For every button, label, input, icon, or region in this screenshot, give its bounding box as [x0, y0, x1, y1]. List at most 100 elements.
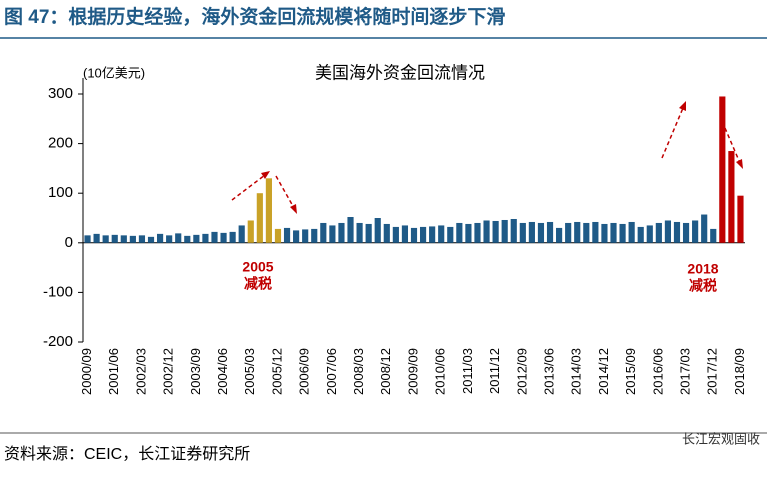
bar — [392, 226, 399, 243]
bar — [93, 233, 100, 243]
bar — [256, 193, 263, 243]
x-tick-label: 2003/09 — [188, 348, 203, 395]
bar — [202, 233, 209, 243]
bar — [147, 236, 155, 243]
x-tick-label: 2009/09 — [405, 348, 420, 395]
bar — [274, 228, 282, 243]
x-tick-label: 2018/09 — [732, 348, 747, 395]
bar — [84, 235, 91, 243]
x-tick-label: 2006/09 — [297, 348, 312, 395]
bar — [737, 195, 744, 243]
bar — [664, 220, 672, 243]
bar — [728, 151, 735, 243]
chart-title: 美国海外资金回流情况 — [315, 63, 485, 82]
bar — [574, 221, 581, 243]
bar — [220, 232, 227, 243]
bar — [293, 230, 300, 243]
bar — [565, 222, 572, 243]
bar — [356, 222, 363, 243]
bar — [628, 221, 635, 243]
bar — [510, 218, 517, 243]
bar — [175, 233, 182, 243]
bar — [682, 222, 690, 243]
x-tick-label: 2017/03 — [677, 348, 692, 395]
page-title: 图 47：根据历史经验，海外资金回流规模将随时间逐步下滑 — [4, 5, 505, 28]
bar — [283, 227, 291, 243]
x-tick-label: 2012/09 — [514, 348, 529, 395]
bar — [474, 222, 481, 243]
annotation: 2018 — [687, 261, 718, 277]
bar — [320, 222, 327, 243]
x-tick-label: 2015/09 — [623, 348, 638, 395]
bar — [710, 228, 717, 243]
arrows — [231, 107, 741, 209]
bar — [102, 235, 109, 243]
x-tick-label: 2001/06 — [106, 348, 121, 395]
annotation: 减税 — [244, 276, 272, 292]
bar — [583, 222, 590, 243]
x-tick-label: 2014/03 — [569, 348, 584, 395]
x-tick-label: 2005/03 — [242, 348, 257, 395]
x-tick-label: 2017/12 — [705, 348, 720, 395]
x-tick-label: 2005/12 — [269, 348, 284, 395]
bar — [701, 214, 708, 243]
bar — [465, 223, 472, 243]
bar — [438, 225, 445, 243]
bar — [719, 96, 726, 243]
bar — [365, 223, 372, 243]
x-tick-label: 2011/12 — [487, 348, 502, 394]
bar — [519, 222, 526, 243]
bar — [265, 178, 272, 243]
x-tick-label: 2013/06 — [541, 348, 556, 395]
bar — [166, 235, 173, 243]
bar — [229, 231, 236, 243]
bar — [537, 222, 545, 243]
bar — [302, 229, 309, 243]
y-tick-label: -100 — [43, 283, 73, 300]
x-tick-label: 2010/06 — [433, 348, 448, 395]
bar — [211, 231, 218, 243]
bar — [410, 227, 418, 243]
bar — [419, 226, 427, 243]
bar — [383, 223, 390, 243]
bar — [673, 221, 681, 243]
x-tick-label: 2008/03 — [351, 348, 366, 395]
bar — [556, 227, 563, 243]
bar — [184, 235, 191, 243]
x-tick-label: 2007/06 — [324, 348, 339, 395]
y-tick-label: 0 — [65, 234, 73, 251]
bar — [329, 225, 336, 243]
bar — [692, 220, 699, 243]
arrow-heads — [261, 101, 743, 214]
bar — [129, 235, 136, 243]
y-tick-label: 200 — [48, 135, 73, 152]
bar — [483, 220, 490, 243]
bar — [401, 225, 409, 243]
source: 资料来源：CEIC，长江证券研究所 — [4, 445, 250, 463]
bar — [429, 226, 436, 243]
bar — [311, 228, 318, 243]
bar — [619, 223, 626, 243]
bar — [247, 220, 254, 243]
annotation: 2005 — [242, 259, 273, 275]
bar — [528, 221, 535, 243]
y-tick-label: -200 — [43, 333, 73, 350]
bar — [120, 235, 127, 243]
bar — [492, 220, 499, 243]
bar — [111, 234, 118, 243]
bar — [655, 222, 662, 243]
bar — [501, 219, 508, 243]
bar — [156, 233, 164, 243]
bar — [238, 225, 245, 243]
y-axis-label: (10亿美元) — [83, 65, 145, 80]
watermark: 长江宏观固收 — [682, 431, 760, 446]
annotation: 减税 — [689, 278, 717, 294]
bar — [546, 221, 554, 243]
bar — [601, 223, 608, 243]
bar — [610, 222, 617, 243]
x-tick-label: 2000/09 — [79, 348, 94, 395]
y-tick-label: 100 — [48, 184, 73, 201]
x-tick-label: 2016/06 — [650, 348, 665, 395]
x-tick-label: 2014/12 — [596, 348, 611, 395]
